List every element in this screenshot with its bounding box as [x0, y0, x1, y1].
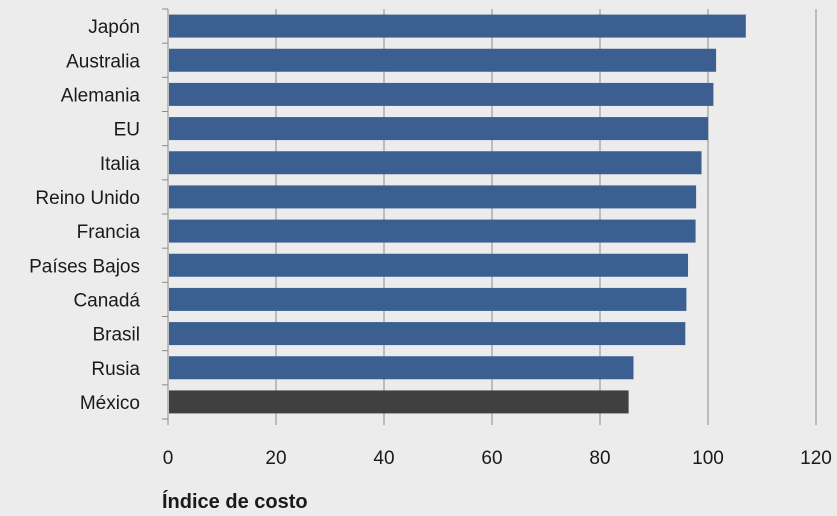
bar-6 [169, 219, 696, 243]
bars [169, 14, 746, 414]
bar-2 [169, 82, 714, 106]
category-label: Japón [88, 17, 140, 38]
x-tick-label: 80 [589, 448, 610, 469]
axes [162, 8, 817, 425]
category-label: Países Bajos [29, 256, 140, 277]
x-tick-label: 0 [163, 448, 174, 469]
bar-8 [169, 287, 687, 311]
bar-1 [169, 48, 717, 72]
x-tick-label: 120 [800, 448, 832, 469]
category-label: Canadá [73, 290, 140, 311]
gridlines [275, 9, 817, 419]
x-tick-labels: 0 20 40 60 80 100 120 [163, 448, 832, 469]
category-label: Brasil [92, 325, 140, 346]
category-labels: Japón Australia Alemania EU Italia Reino Unid… [29, 17, 140, 414]
bar-0 [169, 14, 746, 38]
category-label: Francia [77, 222, 141, 243]
bar-5 [169, 185, 697, 209]
category-label: EU [114, 120, 140, 141]
bar-3 [169, 117, 708, 141]
category-label: Australia [66, 51, 140, 72]
x-tick-label: 20 [265, 448, 286, 469]
x-tick-label: 100 [692, 448, 724, 469]
bar-4 [169, 151, 702, 175]
category-label: Alemania [61, 85, 141, 106]
bar-9 [169, 322, 686, 346]
x-tick-label: 60 [481, 448, 502, 469]
category-label: Italia [100, 154, 141, 175]
category-label: Rusia [91, 359, 140, 380]
category-label: México [80, 393, 140, 414]
bar-11 [169, 390, 629, 414]
bar-7 [169, 253, 689, 277]
bar-10 [169, 356, 634, 380]
x-axis-title: Índice de costo [162, 490, 308, 513]
x-tick-label: 40 [373, 448, 394, 469]
category-label: Reino Unido [35, 188, 140, 209]
